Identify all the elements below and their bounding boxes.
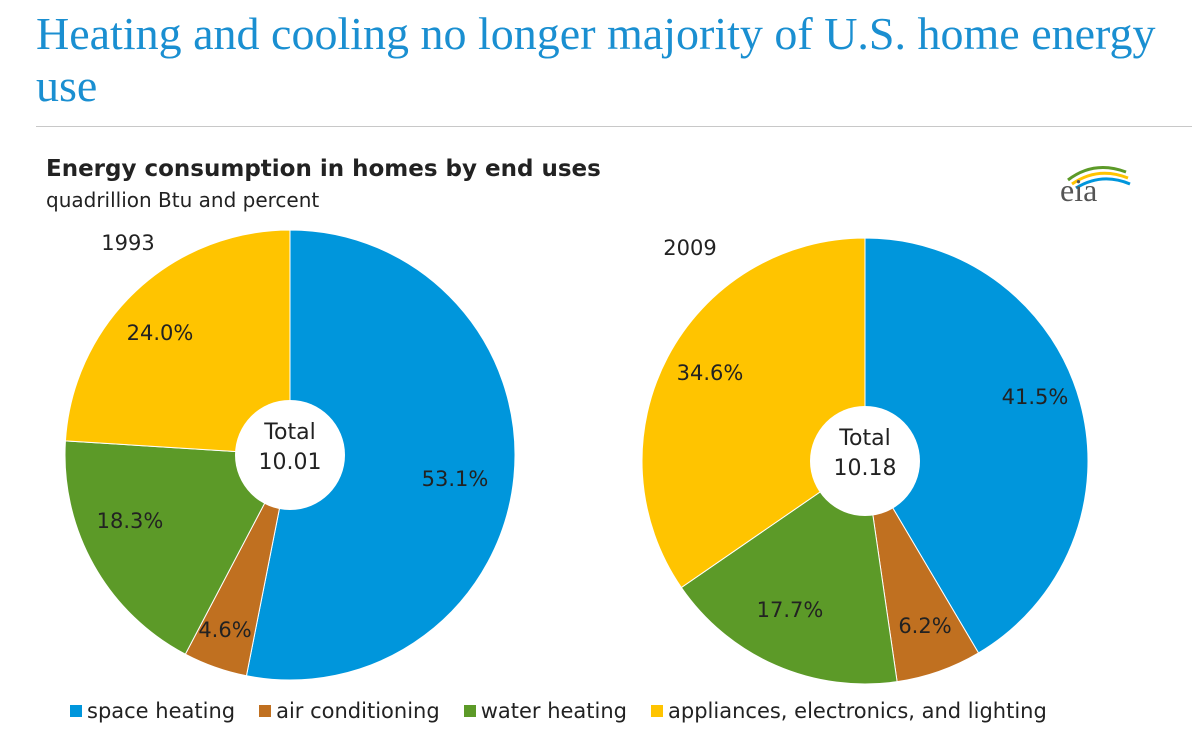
legend-item-water-heating: water heating: [463, 699, 628, 723]
legend-label: space heating: [87, 699, 236, 723]
total-value-1993: 10.01: [259, 450, 322, 475]
eia-logo: eia: [1054, 158, 1134, 214]
legend-item-appliances: appliances, electronics, and lighting: [651, 699, 1047, 723]
total-label-1993: Total: [263, 420, 315, 445]
slice-label-space-heating-2009: 41.5%: [1002, 385, 1069, 409]
slice-appliances-1993: [64, 229, 291, 456]
eia-logo-arcs-icon: [1067, 166, 1131, 190]
year-label-1993: 1993: [101, 231, 154, 255]
legend-item-space-heating: space heating: [70, 699, 235, 723]
legend-swatch: [651, 705, 664, 717]
legend-item-air-conditioning: air conditioning: [259, 699, 440, 723]
page-title: Heating and cooling no longer majority o…: [36, 8, 1156, 111]
slice-label-water-heating-1993: 18.3%: [97, 509, 164, 533]
slice-water-heating-1993: [64, 440, 291, 655]
legend: space heating air conditioning water hea…: [70, 696, 1047, 726]
slice-water-heating-2009: [680, 460, 898, 685]
year-label-2009: 2009: [663, 236, 716, 260]
slice-space-heating-1993: [245, 229, 516, 681]
slice-space-heating-2009: [864, 237, 1089, 654]
total-value-2009: 10.18: [834, 456, 897, 481]
slice-label-appliances-2009: 34.6%: [677, 361, 744, 385]
legend-swatch: [463, 705, 476, 717]
legend-label: air conditioning: [276, 699, 440, 723]
chart-title: Energy consumption in homes by end uses: [46, 156, 601, 182]
slice-label-air-conditioning-1993: 4.6%: [198, 618, 251, 642]
slice-appliances-2009: [641, 237, 866, 589]
legend-swatch: [259, 705, 272, 717]
chart-subtitle: quadrillion Btu and percent: [46, 188, 320, 212]
pie-center-1993: [235, 400, 345, 510]
legend-label: appliances, electronics, and lighting: [668, 699, 1047, 723]
pie-2009: Total 10.18 2009 41.5% 6.2% 17.7% 34.6%: [641, 236, 1089, 685]
pie-center-2009: [810, 406, 920, 516]
title-divider: [36, 126, 1192, 127]
slice-label-air-conditioning-2009: 6.2%: [898, 614, 951, 638]
pie-1993: Total 10.01 1993 53.1% 4.6% 18.3% 24.0%: [64, 229, 516, 681]
legend-swatch: [70, 705, 82, 717]
slice-label-water-heating-2009: 17.7%: [757, 598, 824, 622]
total-label-2009: Total: [838, 426, 890, 451]
slice-label-space-heating-1993: 53.1%: [422, 467, 489, 491]
eia-logo-text: eia: [1060, 172, 1098, 208]
slice-label-appliances-1993: 24.0%: [127, 321, 194, 345]
legend-label: water heating: [480, 699, 628, 723]
